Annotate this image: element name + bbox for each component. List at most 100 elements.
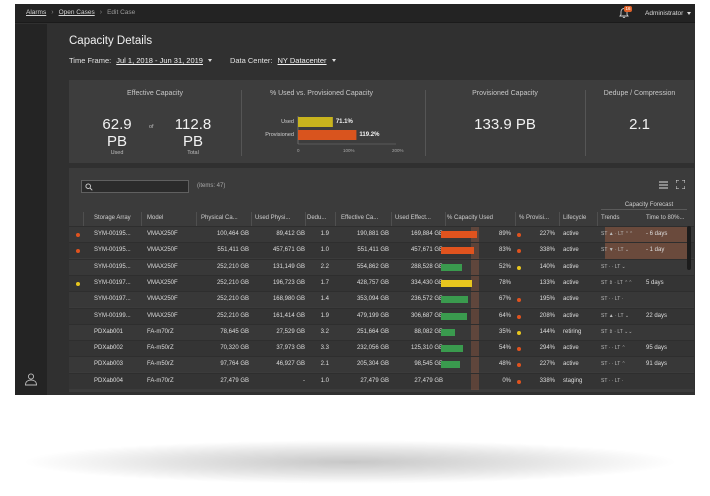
provisioned-status-dot: [517, 249, 521, 254]
cell-phys: 27,479 GB: [220, 377, 249, 384]
cell-used-eff: 288,528 GB: [410, 263, 443, 270]
cell-used-phys: 131,149 GB: [272, 263, 305, 270]
cell-array: SYM-00199...: [94, 312, 131, 319]
table-row[interactable]: PDXab001 FA-m70rZ 78,645 GB 27,529 GB 3.2 251…: [69, 323, 694, 341]
cell-array: SYM-00197...: [94, 296, 131, 303]
cell-dedupe: 1.7: [320, 279, 329, 286]
cell-used-eff: 98,545 GB: [414, 361, 443, 368]
column-header[interactable]: Model: [147, 215, 164, 221]
cell-eff: 205,304 GB: [356, 361, 389, 368]
used-bar-value: 71.1%: [335, 119, 353, 125]
cell-dedupe: 1.0: [320, 377, 329, 384]
vertical-scrollbar[interactable]: [687, 226, 691, 270]
provisioned-status-dot: [517, 314, 521, 319]
used-vs-provisioned-section: % Used vs. Provisioned Capacity Used Pro…: [241, 80, 403, 163]
user-icon[interactable]: [24, 372, 38, 386]
effective-total-value: 112.8 PB: [174, 116, 212, 150]
cell-pct-used-text: 52%: [498, 263, 511, 270]
column-header[interactable]: Physical Ca...: [201, 215, 238, 221]
cell-pct-used-text: 0%: [502, 377, 511, 384]
cell-used-eff: 88,082 GB: [414, 328, 443, 335]
table-row[interactable]: PDXab002 FA-m50rZ 70,320 GB 37,973 GB 3.3 232…: [69, 340, 694, 358]
column-header[interactable]: Trends: [601, 215, 620, 221]
cell-used-phys: -: [303, 377, 305, 384]
cell-used-phys: 27,529 GB: [276, 328, 305, 335]
breadcrumb-open-cases[interactable]: Open Cases: [58, 9, 95, 16]
column-header[interactable]: Used Effect...: [395, 215, 431, 221]
caret-down-icon[interactable]: [331, 59, 336, 62]
table-row[interactable]: SYM-00197... VMAX250F 252,210 GB 196,723 GB…: [69, 274, 694, 292]
capacity-bar-fill: [441, 296, 468, 304]
table-row[interactable]: SYM-00199... VMAX250F 252,210 GB 161,414 GB…: [69, 307, 694, 325]
cell-model: FA-m70rZ: [147, 377, 174, 384]
cell-array: SYM-00195...: [94, 231, 131, 237]
trend-icons: ST ▼ · LT ⌄: [601, 247, 630, 254]
cell-eff: 190,881 GB: [356, 231, 389, 237]
datacenter-select[interactable]: NY Datacenter: [277, 56, 327, 65]
caret-down-icon[interactable]: [207, 59, 212, 62]
chevron-right-icon: ›: [99, 9, 103, 16]
provisioned-status-dot: [517, 330, 521, 335]
search-input[interactable]: [81, 180, 189, 193]
window-shadow: [20, 440, 680, 484]
cell-array: PDXab004: [94, 377, 124, 384]
column-divider: [391, 212, 392, 226]
effective-total-label: Total: [187, 150, 199, 156]
capacity-forecast-header: Capacity Forecast: [624, 202, 674, 208]
column-header[interactable]: Lifecycle: [563, 215, 587, 221]
cell-lifecycle: active: [563, 345, 579, 352]
column-header[interactable]: % Capacity Used: [447, 215, 494, 221]
capacity-bar: [441, 231, 481, 238]
breadcrumb-alarms[interactable]: Alarms: [26, 9, 47, 16]
cell-prov: 195%: [539, 296, 555, 303]
column-header[interactable]: % Provisi...: [519, 215, 550, 221]
column-header[interactable]: Dedu...: [307, 215, 327, 221]
fullscreen-icon[interactable]: [676, 180, 685, 189]
provisioned-bar-label: Provisioned: [265, 132, 294, 138]
timeframe-label: Time Frame:: [69, 56, 112, 65]
page-title: Capacity Details: [69, 35, 153, 47]
trend-icons: ST ▲ · LT ⌃⌃: [601, 231, 634, 237]
capacity-bar: [441, 279, 481, 287]
cell-dedupe: 3.3: [320, 345, 329, 352]
cell-model: VMAX250F: [147, 279, 178, 286]
trend-icons: ST · · LT ⌃: [601, 361, 626, 368]
capacity-bar-fill: [441, 312, 467, 320]
cell-prov: 140%: [539, 263, 555, 270]
list-view-icon[interactable]: [659, 181, 668, 189]
cell-phys: 252,210 GB: [216, 263, 249, 270]
cell-eff: 232,056 GB: [356, 345, 389, 352]
column-header[interactable]: Used Physi...: [255, 215, 291, 221]
cell-array: SYM-00195...: [94, 263, 131, 270]
table-row[interactable]: SYM-00197... VMAX250F 252,210 GB 168,980 GB…: [69, 291, 694, 309]
cell-prov: 144%: [539, 328, 555, 335]
dedupe-title: Dedupe / Compression: [603, 90, 676, 97]
of-label: of: [149, 124, 154, 130]
left-sidebar: [15, 24, 47, 395]
table-row[interactable]: PDXab003 FA-m50rZ 97,764 GB 46,927 GB 2.1 205…: [69, 356, 694, 374]
timeframe-select[interactable]: Jul 1, 2018 - Jun 31, 2019: [116, 56, 203, 65]
column-header[interactable]: Storage Array: [94, 215, 131, 221]
capacity-bar: [441, 263, 481, 271]
table-row[interactable]: PDXab004 FA-m70rZ 27,479 GB - 1.0 27,479 GB 27…: [69, 372, 694, 390]
used-vs-provisioned-title: % Used vs. Provisioned Capacity: [269, 90, 374, 97]
column-header[interactable]: Effective Ca...: [341, 215, 379, 221]
threshold-band: [471, 243, 479, 260]
cell-dedupe: 1.9: [320, 312, 329, 319]
cell-pct-used-text: 78%: [498, 279, 511, 286]
table-row[interactable]: SYM-00195... VMAX250F 551,411 GB 457,671 GB…: [69, 242, 694, 260]
user-menu[interactable]: Administrator: [645, 10, 692, 17]
cell-dedupe: 3.2: [320, 328, 329, 335]
column-divider: [335, 212, 336, 226]
cell-used-eff: 236,572 GB: [410, 296, 443, 303]
divider: [601, 209, 687, 210]
caret-down-icon: [687, 12, 692, 15]
table-row[interactable]: SYM-00195... VMAX250F 100,464 GB 89,412 GB 1…: [69, 226, 694, 243]
column-header[interactable]: Time to 80%...: [646, 215, 685, 221]
trend-icons: ST · · LT ⌃: [601, 345, 626, 352]
table-row[interactable]: SYM-00195... VMAX250F 252,210 GB 131,149 GB…: [69, 258, 694, 276]
cell-array: PDXab002: [94, 345, 124, 352]
tick-label: 100%: [343, 148, 355, 153]
provisioned-capacity-section: Provisioned Capacity 133.9 PB: [425, 80, 585, 163]
capacity-bar-fill: [441, 328, 455, 336]
